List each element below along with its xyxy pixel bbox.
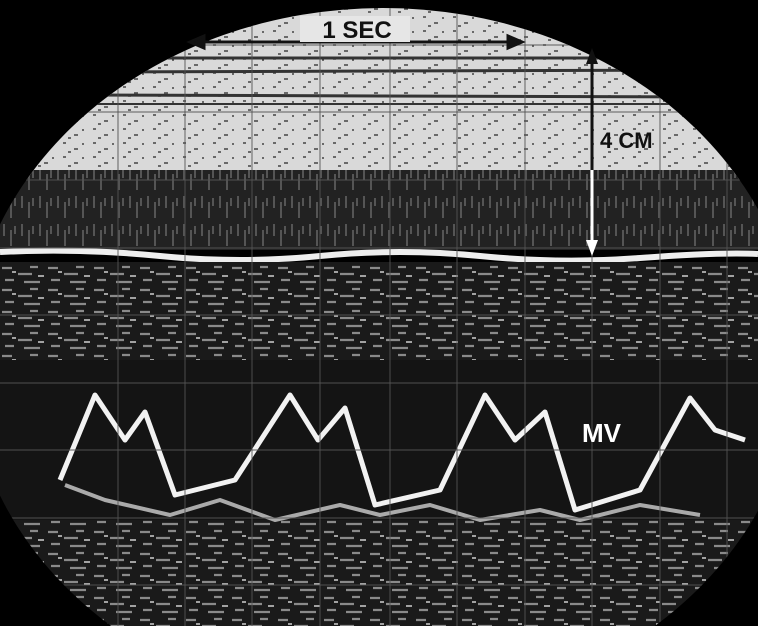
chest-wall xyxy=(0,170,758,250)
depth-scale-label: 4 CM xyxy=(600,128,653,153)
structure-label: MV xyxy=(582,418,622,448)
page: {"labels": {"time_scale": "1 SEC", "dept… xyxy=(0,0,758,626)
posterior-wall xyxy=(0,520,758,626)
septum xyxy=(0,262,758,362)
echocardiogram: 1 SEC 4 CM MV xyxy=(0,0,758,626)
scan-area xyxy=(0,0,758,626)
time-scale-label: 1 SEC xyxy=(322,17,391,44)
